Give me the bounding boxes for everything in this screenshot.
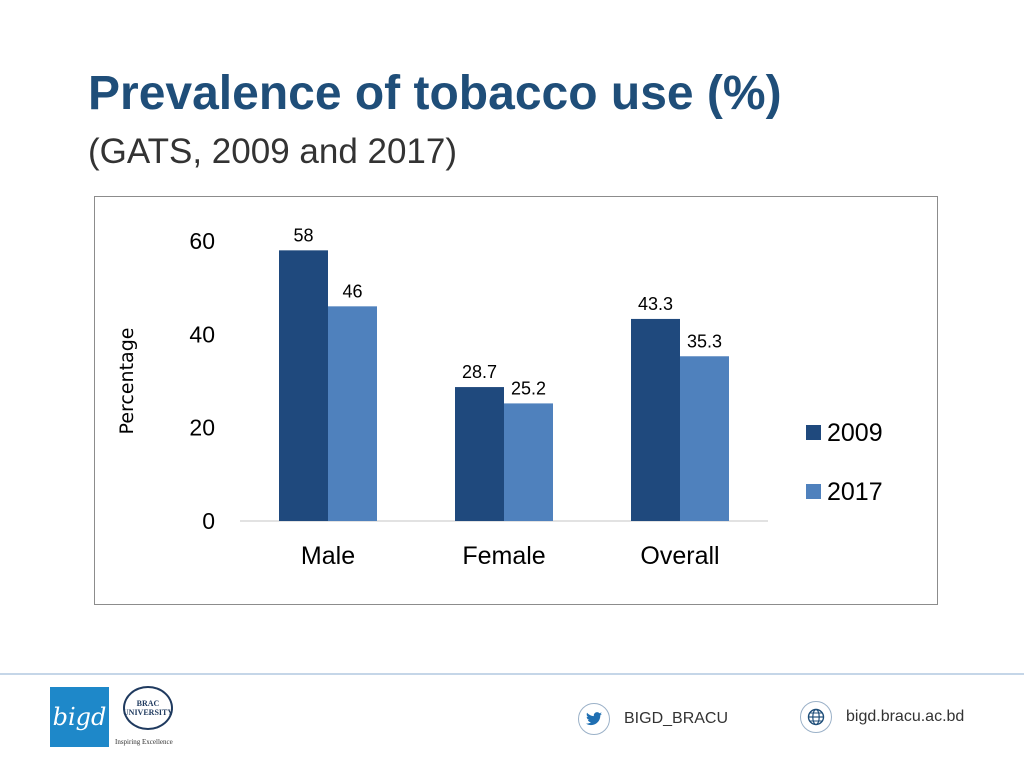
chart-frame: 0 20 40 60 Percentage 58 46 Male 28.7 25.2 Female 4… xyxy=(94,196,938,605)
y-tick-label: 60 xyxy=(189,228,215,254)
x-tick-label: Male xyxy=(301,542,355,570)
website-link[interactable]: bigd.bracu.ac.bd xyxy=(800,701,964,733)
bigd-logo: bigd xyxy=(50,687,109,747)
bar-2009-male xyxy=(279,250,328,522)
legend-swatch-2009 xyxy=(806,425,821,440)
legend-label-2017: 2017 xyxy=(827,478,883,506)
twitter-handle: BIGD_BRACU xyxy=(624,710,729,727)
slide-subtitle: (GATS, 2009 and 2017) xyxy=(88,132,458,171)
bigd-logo-text: bigd xyxy=(52,703,107,731)
globe-icon xyxy=(800,701,832,733)
bar-chart: 0 20 40 60 Percentage 58 46 Male 28.7 25.2 Female 4… xyxy=(116,225,883,570)
website-url: bigd.bracu.ac.bd xyxy=(846,708,965,725)
legend-swatch-2017 xyxy=(806,484,821,499)
footer-divider xyxy=(0,673,1024,675)
bar-2009-female xyxy=(455,387,504,521)
y-axis-label: Percentage xyxy=(116,328,138,435)
y-tick-label: 0 xyxy=(202,508,215,534)
twitter-icon xyxy=(578,703,610,735)
brac-university-logo: BRAC UNIVERSITY Inspiring Excellence xyxy=(115,686,195,750)
bar-2017-overall xyxy=(680,356,729,521)
brac-seal-line1: BRAC xyxy=(136,699,160,708)
data-label: 58 xyxy=(293,225,313,245)
y-tick-label: 40 xyxy=(189,321,215,347)
data-label: 46 xyxy=(342,281,362,301)
slide-title: Prevalence of tobacco use (%) xyxy=(88,67,782,120)
brac-seal-line2: UNIVERSITY xyxy=(122,708,174,717)
y-tick-label: 20 xyxy=(189,415,215,441)
bar-2009-overall xyxy=(631,318,680,521)
twitter-link[interactable]: BIGD_BRACU xyxy=(578,703,728,735)
x-tick-label: Overall xyxy=(640,542,719,570)
x-tick-label: Female xyxy=(462,542,545,570)
legend-label-2009: 2009 xyxy=(827,419,883,447)
data-label: 35.3 xyxy=(687,331,722,351)
data-label: 28.7 xyxy=(462,362,497,382)
data-label: 25.2 xyxy=(511,378,546,398)
brac-tagline: Inspiring Excellence xyxy=(115,738,173,746)
brac-seal-icon: BRAC UNIVERSITY xyxy=(123,686,173,730)
bar-2017-female xyxy=(504,403,553,521)
bar-2017-male xyxy=(328,306,377,521)
data-label: 43.3 xyxy=(638,294,673,314)
